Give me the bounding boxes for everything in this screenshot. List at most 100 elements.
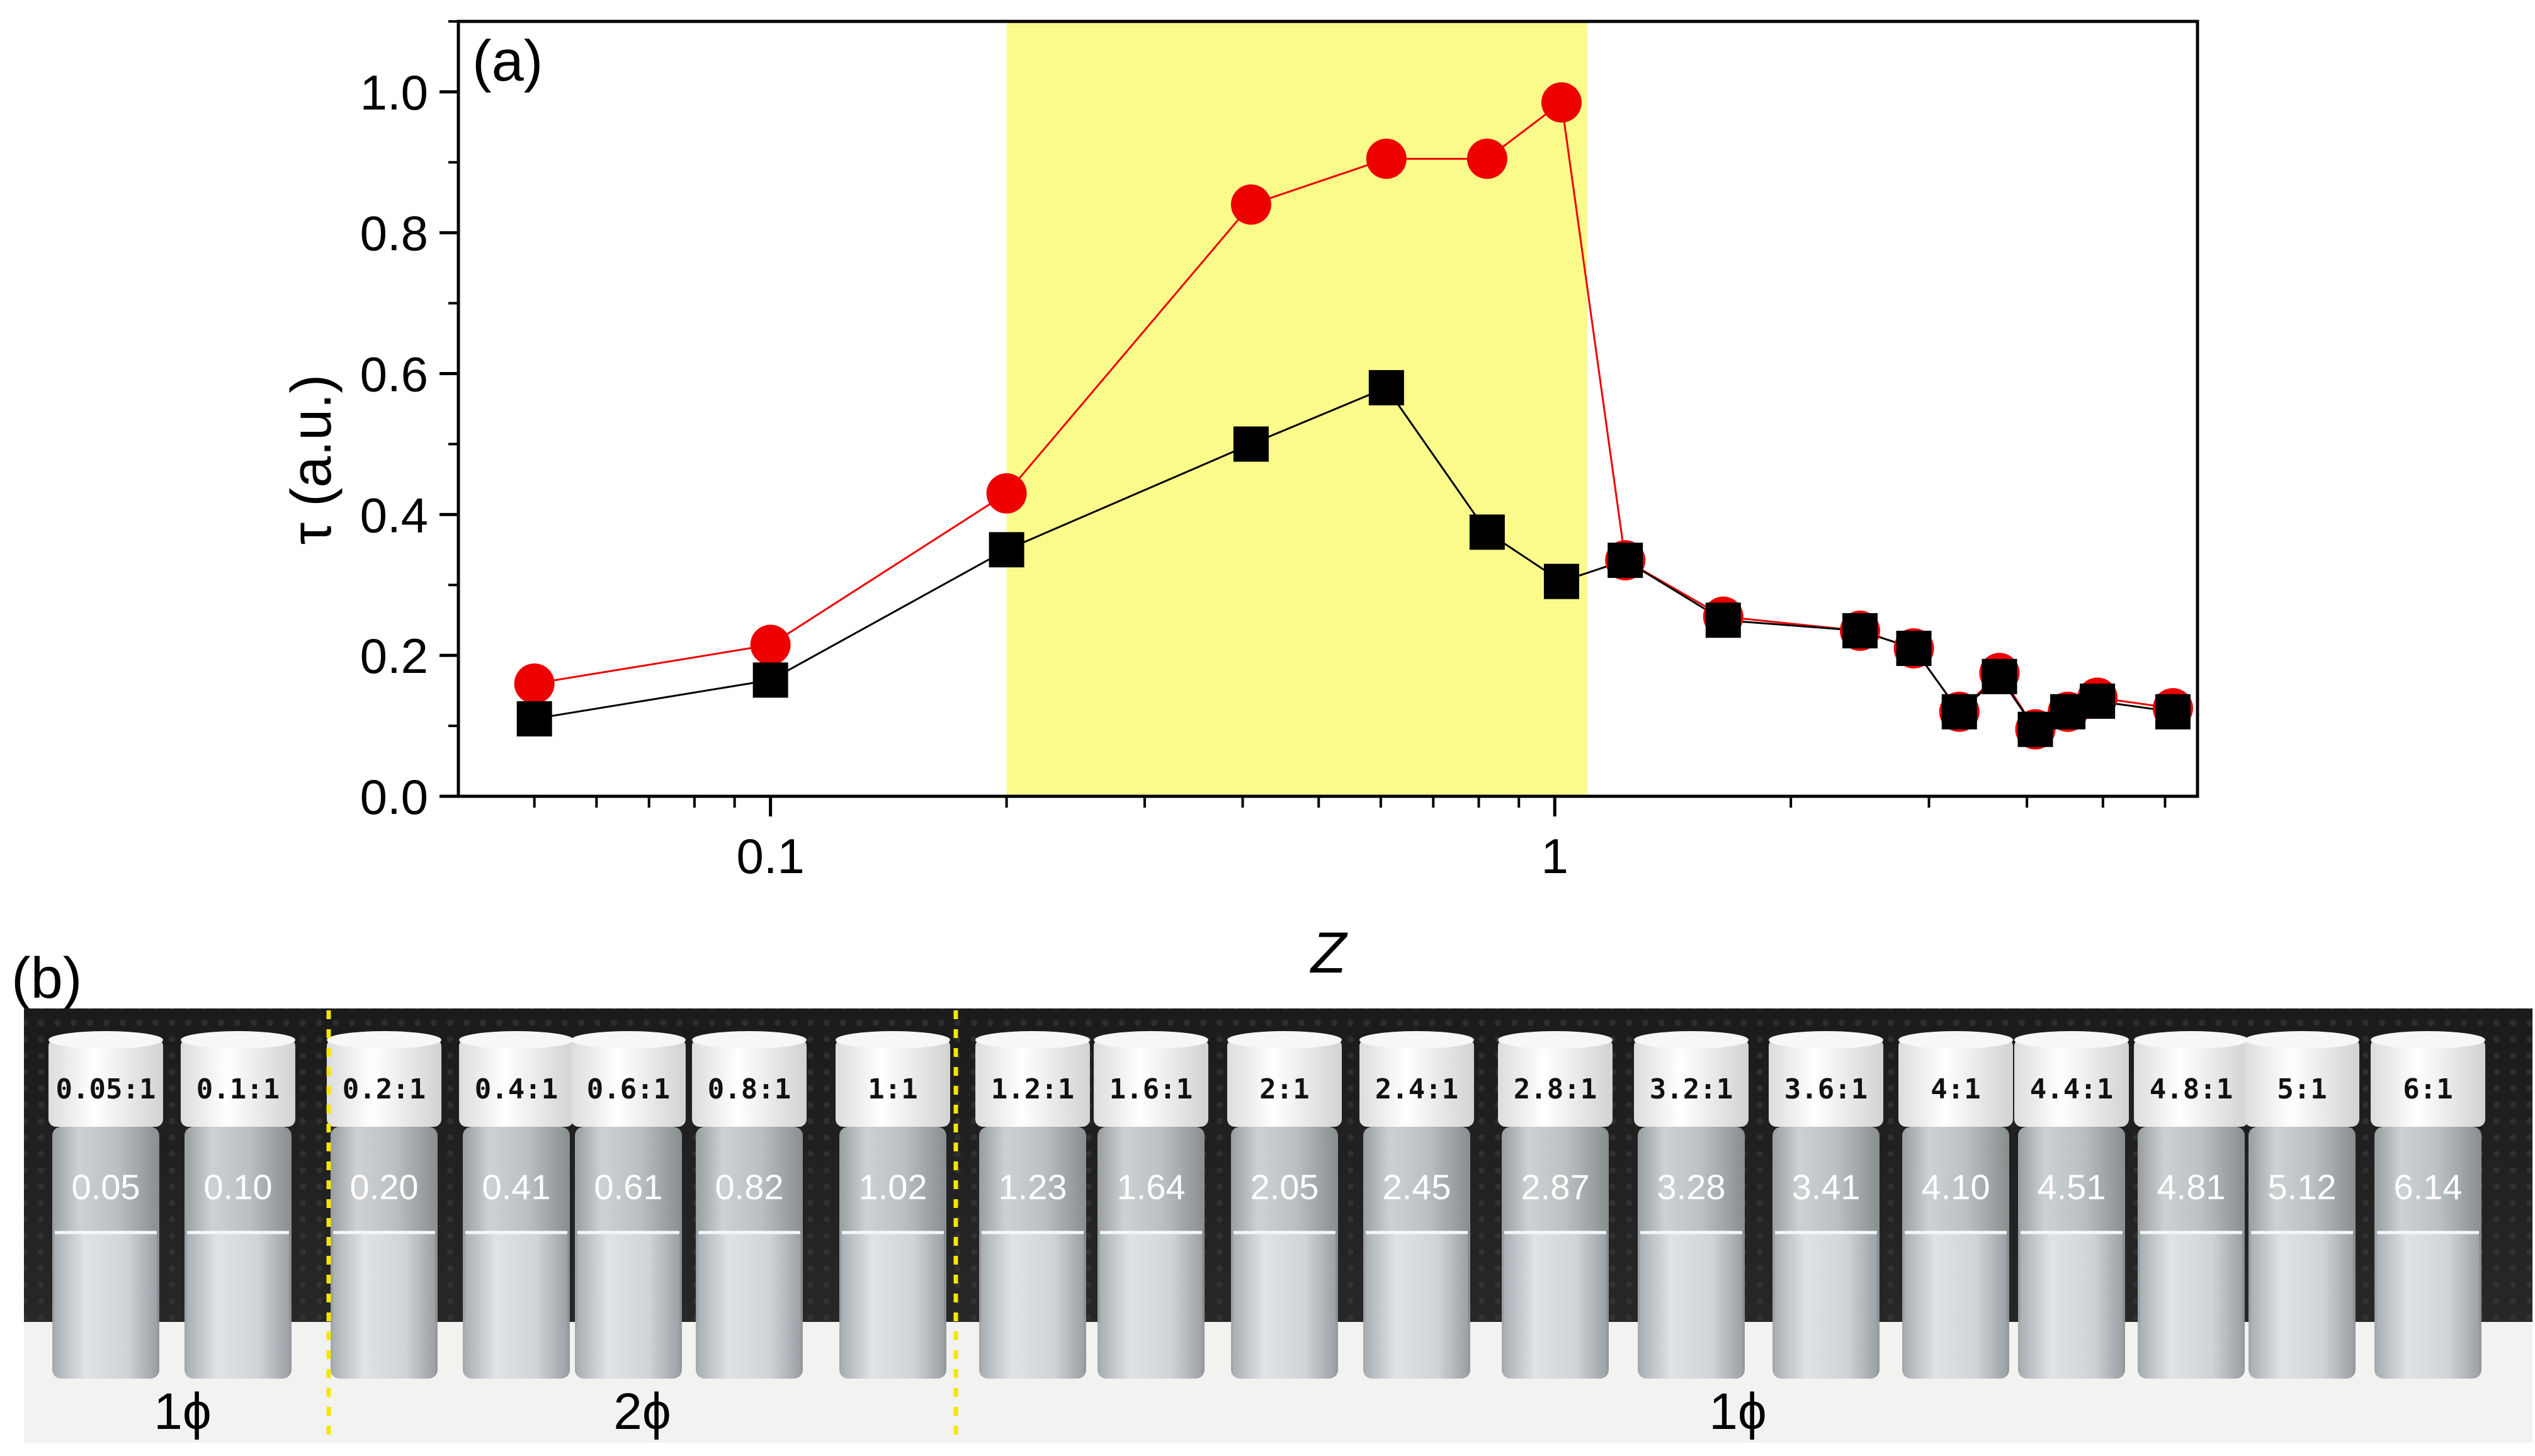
vial: 4.8:1 4.81 [2134, 1031, 2249, 1379]
data-point-black-square [2050, 694, 2086, 730]
vial-value-label: 0.10 [204, 1167, 273, 1207]
vial-cap [1898, 1039, 2013, 1127]
vial-cap-label: 0.8:1 [708, 1073, 791, 1105]
vial-cap [1227, 1039, 1342, 1127]
vial-liquid [1233, 1231, 1336, 1379]
vial: 2.4:1 2.45 [1359, 1031, 1474, 1379]
vial-value-label: 2.87 [1521, 1167, 1590, 1207]
vial-liquid [465, 1231, 567, 1379]
vial-cap-top [459, 1031, 574, 1049]
vial-cap [2245, 1039, 2359, 1127]
vial: 1.2:1 1.23 [975, 1031, 1090, 1379]
vial-value-label: 5.12 [2268, 1167, 2337, 1207]
data-point-red-circle [514, 663, 555, 704]
vial-cap-top [1227, 1031, 1342, 1049]
data-point-black-square [1233, 426, 1269, 462]
vial-value-label: 0.05 [72, 1167, 140, 1207]
vial-cap-label: 2:1 [1259, 1073, 1309, 1105]
panel-a-label: (a) [472, 29, 543, 93]
y-axis-label: τ (a.u.) [280, 375, 343, 545]
vial-cap-label: 1:1 [868, 1073, 917, 1105]
vial-cap-top [1498, 1031, 1613, 1049]
vial-value-label: 0.20 [350, 1167, 419, 1207]
vial: 4.4:1 4.51 [2014, 1031, 2129, 1379]
vial-value-label: 2.45 [1383, 1167, 1451, 1207]
data-point-black-square [1842, 613, 1878, 649]
vial: 0.4:1 0.41 [459, 1031, 574, 1379]
data-point-red-circle [1366, 138, 1407, 179]
vial-cap-label: 0.4:1 [475, 1073, 558, 1105]
vial: 4:1 4.10 [1898, 1031, 2013, 1379]
vial-cap [975, 1039, 1090, 1127]
vial-value-label: 1.64 [1117, 1167, 1186, 1207]
vial-cap [1498, 1039, 1613, 1127]
vial-cap-label: 0.1:1 [196, 1073, 280, 1105]
data-point-black-square [2017, 711, 2053, 747]
vial-cap-label: 1.6:1 [1109, 1073, 1193, 1105]
vial-liquid [698, 1231, 800, 1379]
vial-liquid [1775, 1231, 1877, 1379]
vial-cap-top [1769, 1031, 1883, 1049]
y-tick-label: 0.2 [360, 628, 428, 684]
vial-cap-label: 1.2:1 [991, 1073, 1074, 1105]
phase-labels: 1ϕ 2ϕ 1ϕ [154, 1383, 1767, 1440]
plot-frame [457, 20, 2199, 798]
vial-row: 0.05:1 0.05 0.1:1 0.10 0.2:1 0.20 0.4:1 0.41 0.6… [48, 1031, 2485, 1379]
vial-liquid [333, 1231, 435, 1379]
highlight-region [1006, 21, 1587, 796]
vial-cap-top [181, 1031, 295, 1049]
panel-b-label: (b) [11, 946, 82, 1010]
vial-value-label: 6.14 [2394, 1167, 2463, 1207]
vial-cap [571, 1039, 686, 1127]
vial-cap-label: 2.8:1 [1514, 1073, 1597, 1105]
vial-cap-top [2245, 1031, 2359, 1049]
y-tick-label: 1.0 [360, 65, 428, 120]
vial-cap [2134, 1039, 2249, 1127]
data-point-red-circle [1466, 138, 1507, 179]
phase-label: 1ϕ [1709, 1383, 1767, 1440]
vial-liquid [1504, 1231, 1606, 1379]
vial-cap-label: 6:1 [2403, 1073, 2453, 1105]
vial-cap-top [1359, 1031, 1474, 1049]
vial-cap [48, 1039, 163, 1127]
data-point-red-circle [986, 473, 1027, 514]
vial-cap-label: 3.2:1 [1650, 1073, 1733, 1105]
vial-cap-top [2371, 1031, 2485, 1049]
vial: 1.6:1 1.64 [1094, 1031, 1208, 1379]
vial-cap-top [1634, 1031, 1749, 1049]
x-tick-label: 1 [1541, 828, 1568, 884]
phase-label: 1ϕ [154, 1383, 212, 1440]
axis-ticks [440, 20, 2167, 816]
vial: 1:1 1.02 [836, 1031, 950, 1379]
vial-value-label: 0.82 [715, 1167, 784, 1207]
phase-label: 2ϕ [613, 1383, 671, 1440]
vial-value-label: 0.41 [482, 1167, 551, 1207]
vial-cap [1094, 1039, 1208, 1127]
vial-cap [459, 1039, 574, 1127]
axis-tick-labels: 0.0 0.2 0.4 0.6 0.8 1.0 0.1 1 [360, 65, 1568, 884]
vial-liquid [2251, 1231, 2353, 1379]
series-markers [514, 82, 2193, 750]
vial: 0.2:1 0.20 [327, 1031, 441, 1379]
vial-cap-label: 2.4:1 [1375, 1073, 1458, 1105]
data-point-black-square [989, 532, 1024, 568]
vial: 3.6:1 3.41 [1769, 1031, 1883, 1379]
vial-value-label: 1.02 [859, 1167, 927, 1207]
vial-value-label: 0.61 [594, 1167, 663, 1207]
vial: 0.05:1 0.05 [48, 1031, 163, 1379]
data-point-black-square [1705, 602, 1741, 638]
y-tick-label: 0.0 [360, 769, 428, 825]
vial: 6:1 6.14 [2371, 1031, 2485, 1379]
vial-cap-top [836, 1031, 950, 1049]
vial-cap-top [692, 1031, 807, 1049]
vial-liquid [1100, 1231, 1202, 1379]
vial-liquid [842, 1231, 944, 1379]
chart-panel-a: 0.0 0.2 0.4 0.6 0.8 1.0 0.1 1 (a) Z τ (a.u.) [280, 20, 2199, 985]
data-point-black-square [2080, 683, 2116, 719]
vial-cap-top [1898, 1031, 2013, 1049]
vial-value-label: 4.51 [2038, 1167, 2106, 1207]
vial: 3.2:1 3.28 [1634, 1031, 1749, 1379]
data-point-black-square [1368, 370, 1404, 405]
vial-cap [692, 1039, 807, 1127]
